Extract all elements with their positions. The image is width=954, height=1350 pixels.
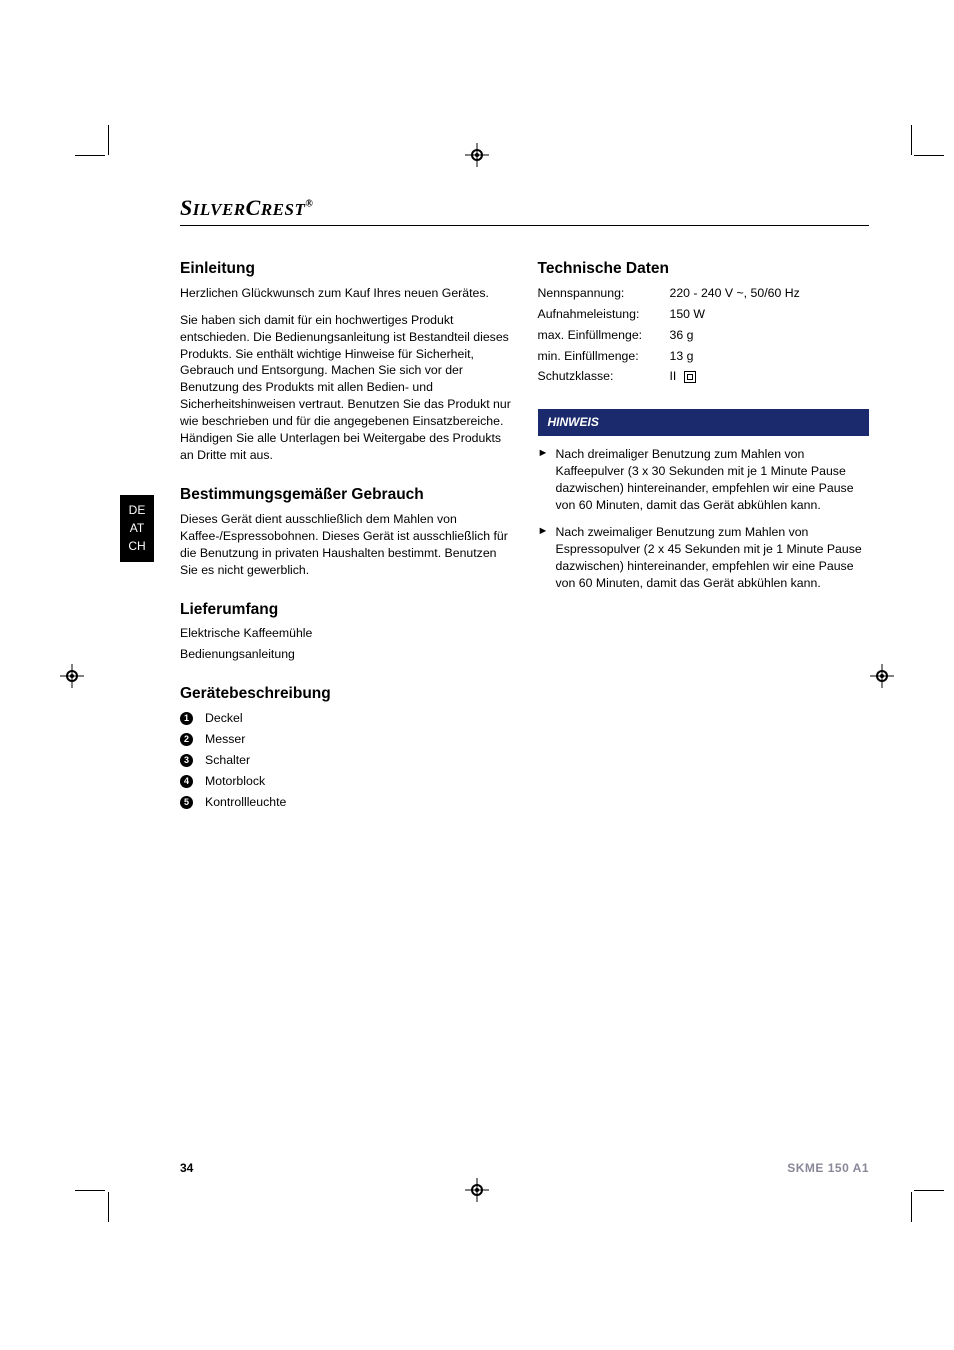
hinweis-item: ►Nach dreimaliger Benutzung zum Mahlen v… [538, 446, 870, 514]
section-heading: Gerätebeschreibung [180, 685, 512, 704]
spec-value: 13 g [670, 348, 870, 365]
hinweis-text: Nach dreimaliger Benutzung zum Mahlen vo… [556, 446, 870, 514]
body-text: Dieses Gerät dient ausschließlich dem Ma… [180, 511, 512, 579]
crop-mark-icon [108, 125, 109, 155]
crop-mark-icon [911, 125, 912, 155]
spec-value: 150 W [670, 306, 870, 323]
triangle-bullet-icon: ► [538, 446, 556, 514]
section-gebrauch: Bestimmungsgemäßer Gebrauch Dieses Gerät… [180, 486, 512, 578]
number-bullet-icon: 2 [180, 733, 193, 746]
model-number: SKME 150 A1 [787, 1161, 869, 1175]
hinweis-text: Nach zweimaliger Benutzung zum Mahlen vo… [556, 524, 870, 592]
item-label: Schalter [205, 752, 250, 769]
section-heading: Technische Daten [538, 260, 870, 279]
section-geraetebeschreibung: Gerätebeschreibung 1 Deckel 2 Messer 3 Scha… [180, 685, 512, 810]
spec-row: max. Einfüllmenge:36 g [538, 327, 870, 344]
spec-row: Aufnahmeleistung:150 W [538, 306, 870, 323]
number-bullet-icon: 1 [180, 712, 193, 725]
section-lieferumfang: Lieferumfang Elektrische Kaffeemühle Bed… [180, 601, 512, 664]
hinweis-heading: HINWEIS [538, 409, 870, 436]
crop-mark-icon [911, 1192, 912, 1222]
numbered-item: 5 Kontrollleuchte [180, 794, 512, 811]
crop-mark-icon [914, 155, 944, 156]
spec-value: 36 g [670, 327, 870, 344]
section-heading: Bestimmungsgemäßer Gebrauch [180, 486, 512, 505]
spec-label: Schutzklasse: [538, 368, 670, 385]
numbered-item: 1 Deckel [180, 710, 512, 727]
left-column: Einleitung Herzlichen Glückwunsch zum Ka… [180, 260, 512, 833]
triangle-bullet-icon: ► [538, 524, 556, 592]
header-divider [180, 225, 869, 226]
crop-mark-icon [75, 155, 105, 156]
page-number: 34 [180, 1161, 193, 1175]
item-label: Deckel [205, 710, 243, 727]
registration-mark-icon [870, 664, 894, 688]
numbered-item: 2 Messer [180, 731, 512, 748]
spec-label: max. Einfüllmenge: [538, 327, 670, 344]
document-page: SILVERCREST® DE AT CH Einleitung Herzlic… [180, 195, 869, 1175]
registration-mark-icon [60, 664, 84, 688]
crop-mark-icon [75, 1190, 105, 1191]
section-heading: Einleitung [180, 260, 512, 279]
section-einleitung: Einleitung Herzlichen Glückwunsch zum Ka… [180, 260, 512, 464]
numbered-item: 4 Motorblock [180, 773, 512, 790]
spec-row: Schutzklasse:II [538, 368, 870, 385]
spec-row: Nennspannung:220 - 240 V ~, 50/60 Hz [538, 285, 870, 302]
item-label: Messer [205, 731, 245, 748]
spec-row: min. Einfüllmenge:13 g [538, 348, 870, 365]
list-item: Bedienungsanleitung [180, 646, 512, 663]
list-item: Elektrische Kaffeemühle [180, 625, 512, 642]
body-text: Sie haben sich damit für ein hochwertige… [180, 312, 512, 465]
item-label: Kontrollleuchte [205, 794, 286, 811]
body-text: Herzlichen Glückwunsch zum Kauf Ihres ne… [180, 285, 512, 302]
registration-mark-icon [465, 143, 489, 167]
language-tab: DE AT CH [120, 495, 154, 562]
section-technische-daten: Technische Daten Nennspannung:220 - 240 … [538, 260, 870, 385]
right-column: Technische Daten Nennspannung:220 - 240 … [538, 260, 870, 833]
crop-mark-icon [914, 1190, 944, 1191]
trademark-icon: ® [305, 199, 313, 210]
number-bullet-icon: 3 [180, 754, 193, 767]
spec-label: Nennspannung: [538, 285, 670, 302]
page-footer: 34 SKME 150 A1 [180, 1161, 869, 1175]
lang-code: DE [120, 501, 154, 519]
spec-label: min. Einfüllmenge: [538, 348, 670, 365]
class-ii-icon [684, 371, 696, 383]
spec-label: Aufnahmeleistung: [538, 306, 670, 323]
numbered-item: 3 Schalter [180, 752, 512, 769]
item-label: Motorblock [205, 773, 265, 790]
registration-mark-icon [465, 1178, 489, 1202]
lang-code: AT [120, 519, 154, 537]
number-bullet-icon: 5 [180, 796, 193, 809]
hinweis-item: ►Nach zweimaliger Benutzung zum Mahlen v… [538, 524, 870, 592]
section-heading: Lieferumfang [180, 601, 512, 620]
hinweis-list: ►Nach dreimaliger Benutzung zum Mahlen v… [538, 446, 870, 592]
lang-code: CH [120, 537, 154, 555]
brand-logo: SILVERCREST® [180, 195, 869, 221]
spec-value: II [670, 368, 870, 385]
crop-mark-icon [108, 1192, 109, 1222]
spec-value: 220 - 240 V ~, 50/60 Hz [670, 285, 870, 302]
number-bullet-icon: 4 [180, 775, 193, 788]
